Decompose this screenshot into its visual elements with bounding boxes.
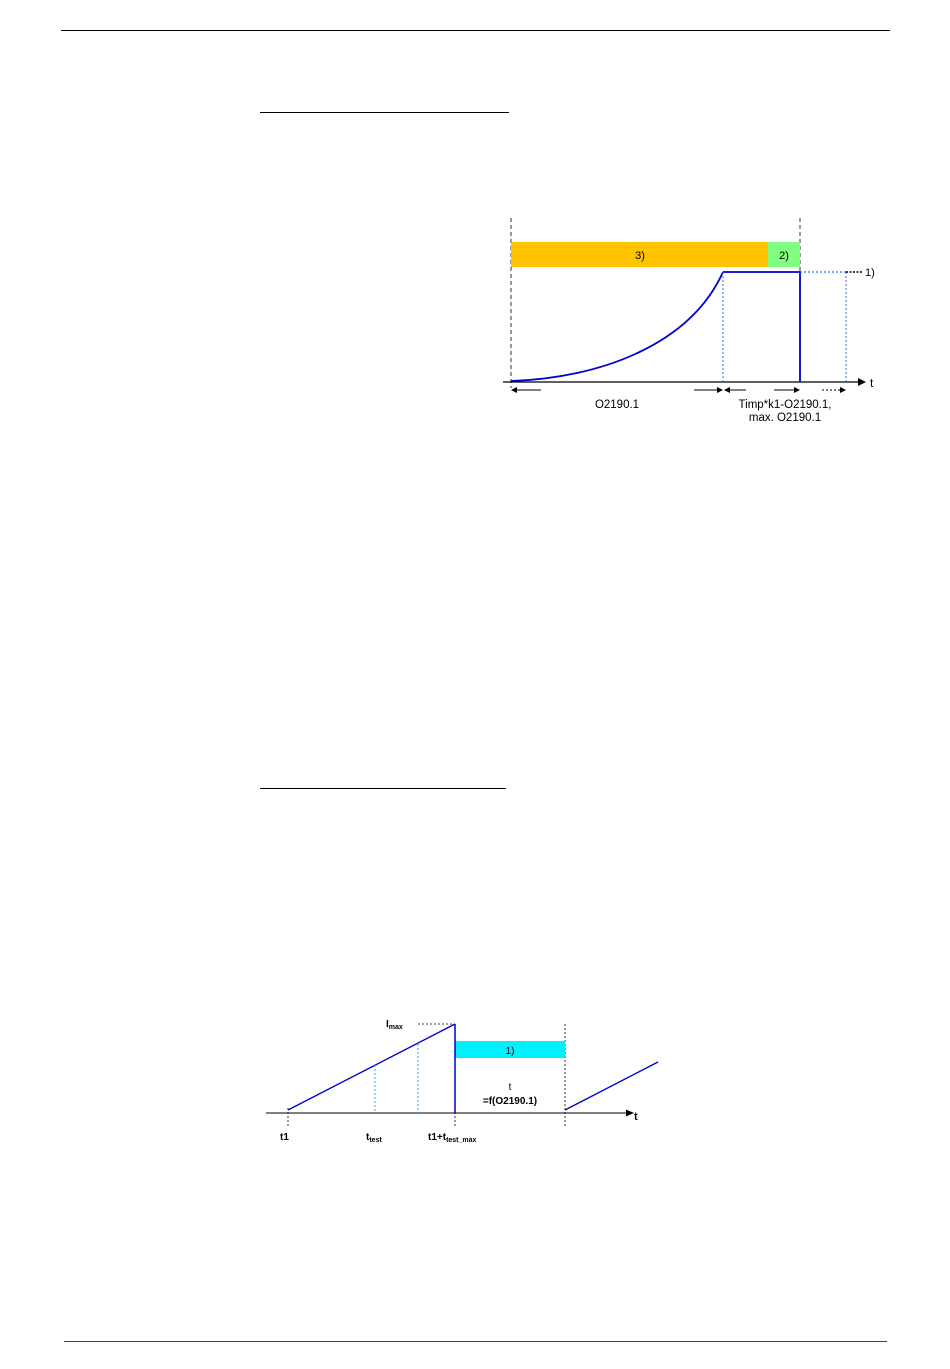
- fig2-t-label: t: [509, 1082, 512, 1093]
- fig1-bar-green: [768, 242, 800, 267]
- fig1-arrowhead-3: [840, 387, 846, 393]
- fig1-arrowhead-1-right: [717, 387, 723, 393]
- fig2-ramp-2: [564, 1061, 659, 1111]
- fig2-axis-arrowhead: [626, 1109, 634, 1117]
- fig2-t1-label: t1: [280, 1132, 289, 1143]
- fig2-axis-label: t: [634, 1111, 638, 1123]
- fig1-arrowhead-1-left: [511, 387, 517, 393]
- fig2-ttest-label: ttest: [366, 1132, 382, 1144]
- fig2-bar-label: 1): [506, 1046, 515, 1057]
- fig1-interval-2-label-line1: Timp*k1-O2190.1,: [739, 399, 832, 411]
- footer-rule: [64, 1341, 887, 1342]
- section-heading-1-underline: [260, 112, 509, 113]
- fig1-interval-1-label: O2190.1: [595, 399, 639, 411]
- fig1-arrowhead-2-left: [724, 387, 730, 393]
- fig1-bar-green-label: 2): [779, 250, 789, 262]
- fig2-bar-cyan: [455, 1041, 565, 1058]
- fig1-rise-curve: [510, 271, 724, 382]
- fig1-bar-orange-label: 3): [635, 250, 645, 262]
- fig2-imax-label: Imax: [386, 1019, 403, 1031]
- fig1-level-label: 1): [865, 267, 875, 279]
- fig1-arrowhead-2-right: [794, 387, 800, 393]
- fig1-plateau: [723, 271, 801, 382]
- fig1-bar-orange: [511, 242, 768, 267]
- fig2-ramp-1: [287, 1023, 456, 1111]
- figure-2-ramp-diagram: 1) t Imax t =f(O2190.1) t1 ttest t1+ttes…: [266, 1019, 659, 1144]
- fig1-axis-arrowhead: [858, 378, 866, 386]
- section-heading-2-underline: [260, 788, 506, 789]
- fig2-t1max-label: t1+ttest_max: [428, 1132, 477, 1144]
- fig1-interval-2-label-line2: max. O2190.1: [749, 412, 821, 424]
- fig1-axis-label: t: [870, 376, 874, 390]
- fig2-t-func-label: =f(O2190.1): [483, 1096, 537, 1107]
- header-rule: [61, 30, 890, 31]
